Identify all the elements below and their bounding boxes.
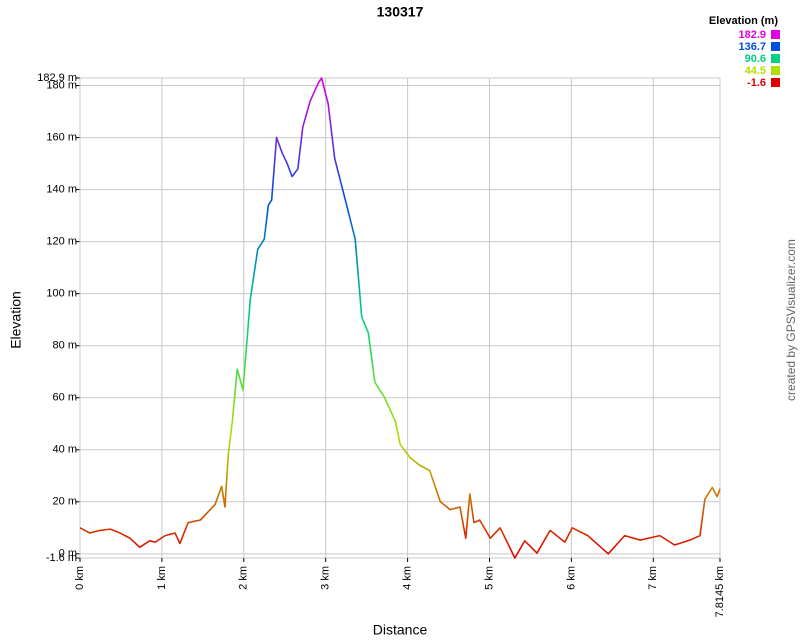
y-tick-label: 160 m — [46, 131, 77, 143]
legend-label: -1.6 — [747, 77, 766, 89]
plot-area — [79, 77, 721, 559]
x-tick-label: 2 km — [238, 566, 250, 590]
legend-swatch — [771, 42, 780, 51]
y-tick-label: 182.9 m — [37, 72, 77, 84]
legend-label: 90.6 — [745, 53, 766, 65]
chart-title: 130317 — [377, 4, 424, 20]
x-tick-label: 7.8145 km — [714, 566, 726, 617]
legend-swatch — [771, 66, 780, 75]
y-tick-label: 100 m — [46, 288, 77, 300]
y-axis-title: Elevation — [8, 291, 24, 349]
y-tick-label: 180 m — [46, 79, 77, 91]
x-tick-label: 4 km — [402, 566, 414, 590]
credit: created by GPSVisualizer.com — [784, 239, 798, 401]
legend-swatch — [771, 78, 780, 87]
x-tick-label: 5 km — [483, 566, 495, 590]
y-tick-label: 0 m — [59, 548, 77, 560]
y-tick-label: 40 m — [53, 444, 77, 456]
legend-swatch — [771, 54, 780, 63]
legend-label: 44.5 — [745, 65, 766, 77]
y-tick-label: -1.6 m — [46, 552, 77, 564]
legend-title: Elevation (m) — [709, 15, 778, 27]
y-tick-label: 140 m — [46, 184, 77, 196]
legend-swatch — [771, 30, 780, 39]
x-tick-label: 6 km — [565, 566, 577, 590]
y-tick-label: 60 m — [53, 392, 77, 404]
legend-label: 182.9 — [738, 29, 766, 41]
x-tick-label: 3 km — [320, 566, 332, 590]
y-tick-label: 80 m — [53, 340, 77, 352]
legend-label: 136.7 — [738, 41, 766, 53]
y-tick-label: 120 m — [46, 236, 77, 248]
y-tick-label: 20 m — [53, 496, 77, 508]
x-tick-label: 1 km — [156, 566, 168, 590]
elevation-line — [79, 77, 721, 559]
x-tick-label: 0 km — [74, 566, 86, 590]
x-axis-title: Distance — [373, 622, 428, 638]
x-tick-label: 7 km — [647, 566, 659, 590]
